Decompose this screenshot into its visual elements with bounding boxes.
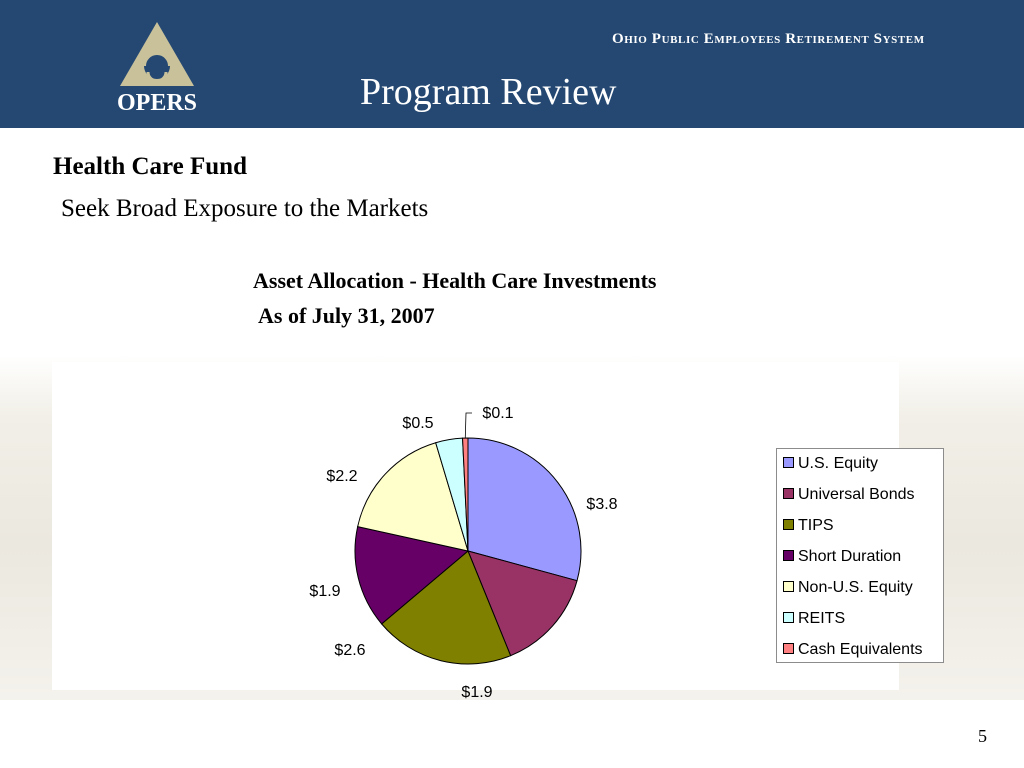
legend-swatch — [783, 643, 794, 654]
header-bar: OPERS Ohio Public Employees Retirement S… — [0, 0, 1024, 128]
legend-item: U.S. Equity — [783, 455, 878, 473]
legend-label: Universal Bonds — [798, 486, 915, 503]
legend-item: REITS — [783, 610, 845, 628]
chart-title: Asset Allocation - Health Care Investmen… — [253, 268, 657, 293]
legend-swatch — [783, 581, 794, 592]
slice-data-label: $0.5 — [402, 415, 433, 432]
legend-swatch — [783, 457, 794, 468]
opers-logo: OPERS — [117, 22, 197, 116]
organization-name: Ohio Public Employees Retirement System — [612, 31, 925, 47]
pie-slice — [462, 437, 469, 552]
legend-label: TIPS — [798, 517, 834, 534]
section-subtitle: Seek Broad Exposure to the Markets — [61, 195, 429, 222]
section-title: Health Care Fund — [53, 153, 247, 180]
legend-swatch — [783, 612, 794, 623]
legend-item: Non-U.S. Equity — [783, 579, 913, 597]
slice-data-label: $3.8 — [586, 496, 617, 513]
page-number: 5 — [978, 726, 987, 746]
legend-item: Short Duration — [783, 548, 901, 566]
pie-slice — [467, 550, 578, 657]
pie-slice — [467, 437, 582, 582]
legend-label: REITS — [798, 610, 846, 627]
slice-data-label: $1.9 — [309, 583, 340, 600]
pie-slice — [357, 442, 469, 552]
legend-label: Non-U.S. Equity — [798, 579, 913, 596]
slice-data-label: $2.6 — [334, 642, 365, 659]
slice-data-label: $1.9 — [461, 684, 492, 701]
legend-swatch — [783, 519, 794, 530]
slice-data-label: $2.2 — [326, 468, 357, 485]
legend-swatch — [783, 550, 794, 561]
legend-label: U.S. Equity — [798, 455, 879, 472]
legend-swatch — [783, 488, 794, 499]
legend-item: TIPS — [783, 517, 834, 535]
chart-subtitle: As of July 31, 2007 — [258, 303, 435, 328]
pie-slice — [380, 550, 512, 665]
legend-label: Short Duration — [798, 548, 902, 565]
legend-label: Cash Equivalents — [798, 641, 923, 658]
label-leader-line — [464, 412, 472, 439]
legend-item: Cash Equivalents — [783, 641, 923, 659]
page-title: Program Review — [360, 71, 617, 113]
slice-data-label: $0.1 — [482, 405, 513, 422]
pie-slice — [354, 526, 470, 625]
legend-item: Universal Bonds — [783, 486, 915, 504]
chart-legend: U.S. Equity Universal Bonds TIPS Short Dura… — [776, 448, 944, 663]
logo-text: OPERS — [117, 90, 197, 116]
